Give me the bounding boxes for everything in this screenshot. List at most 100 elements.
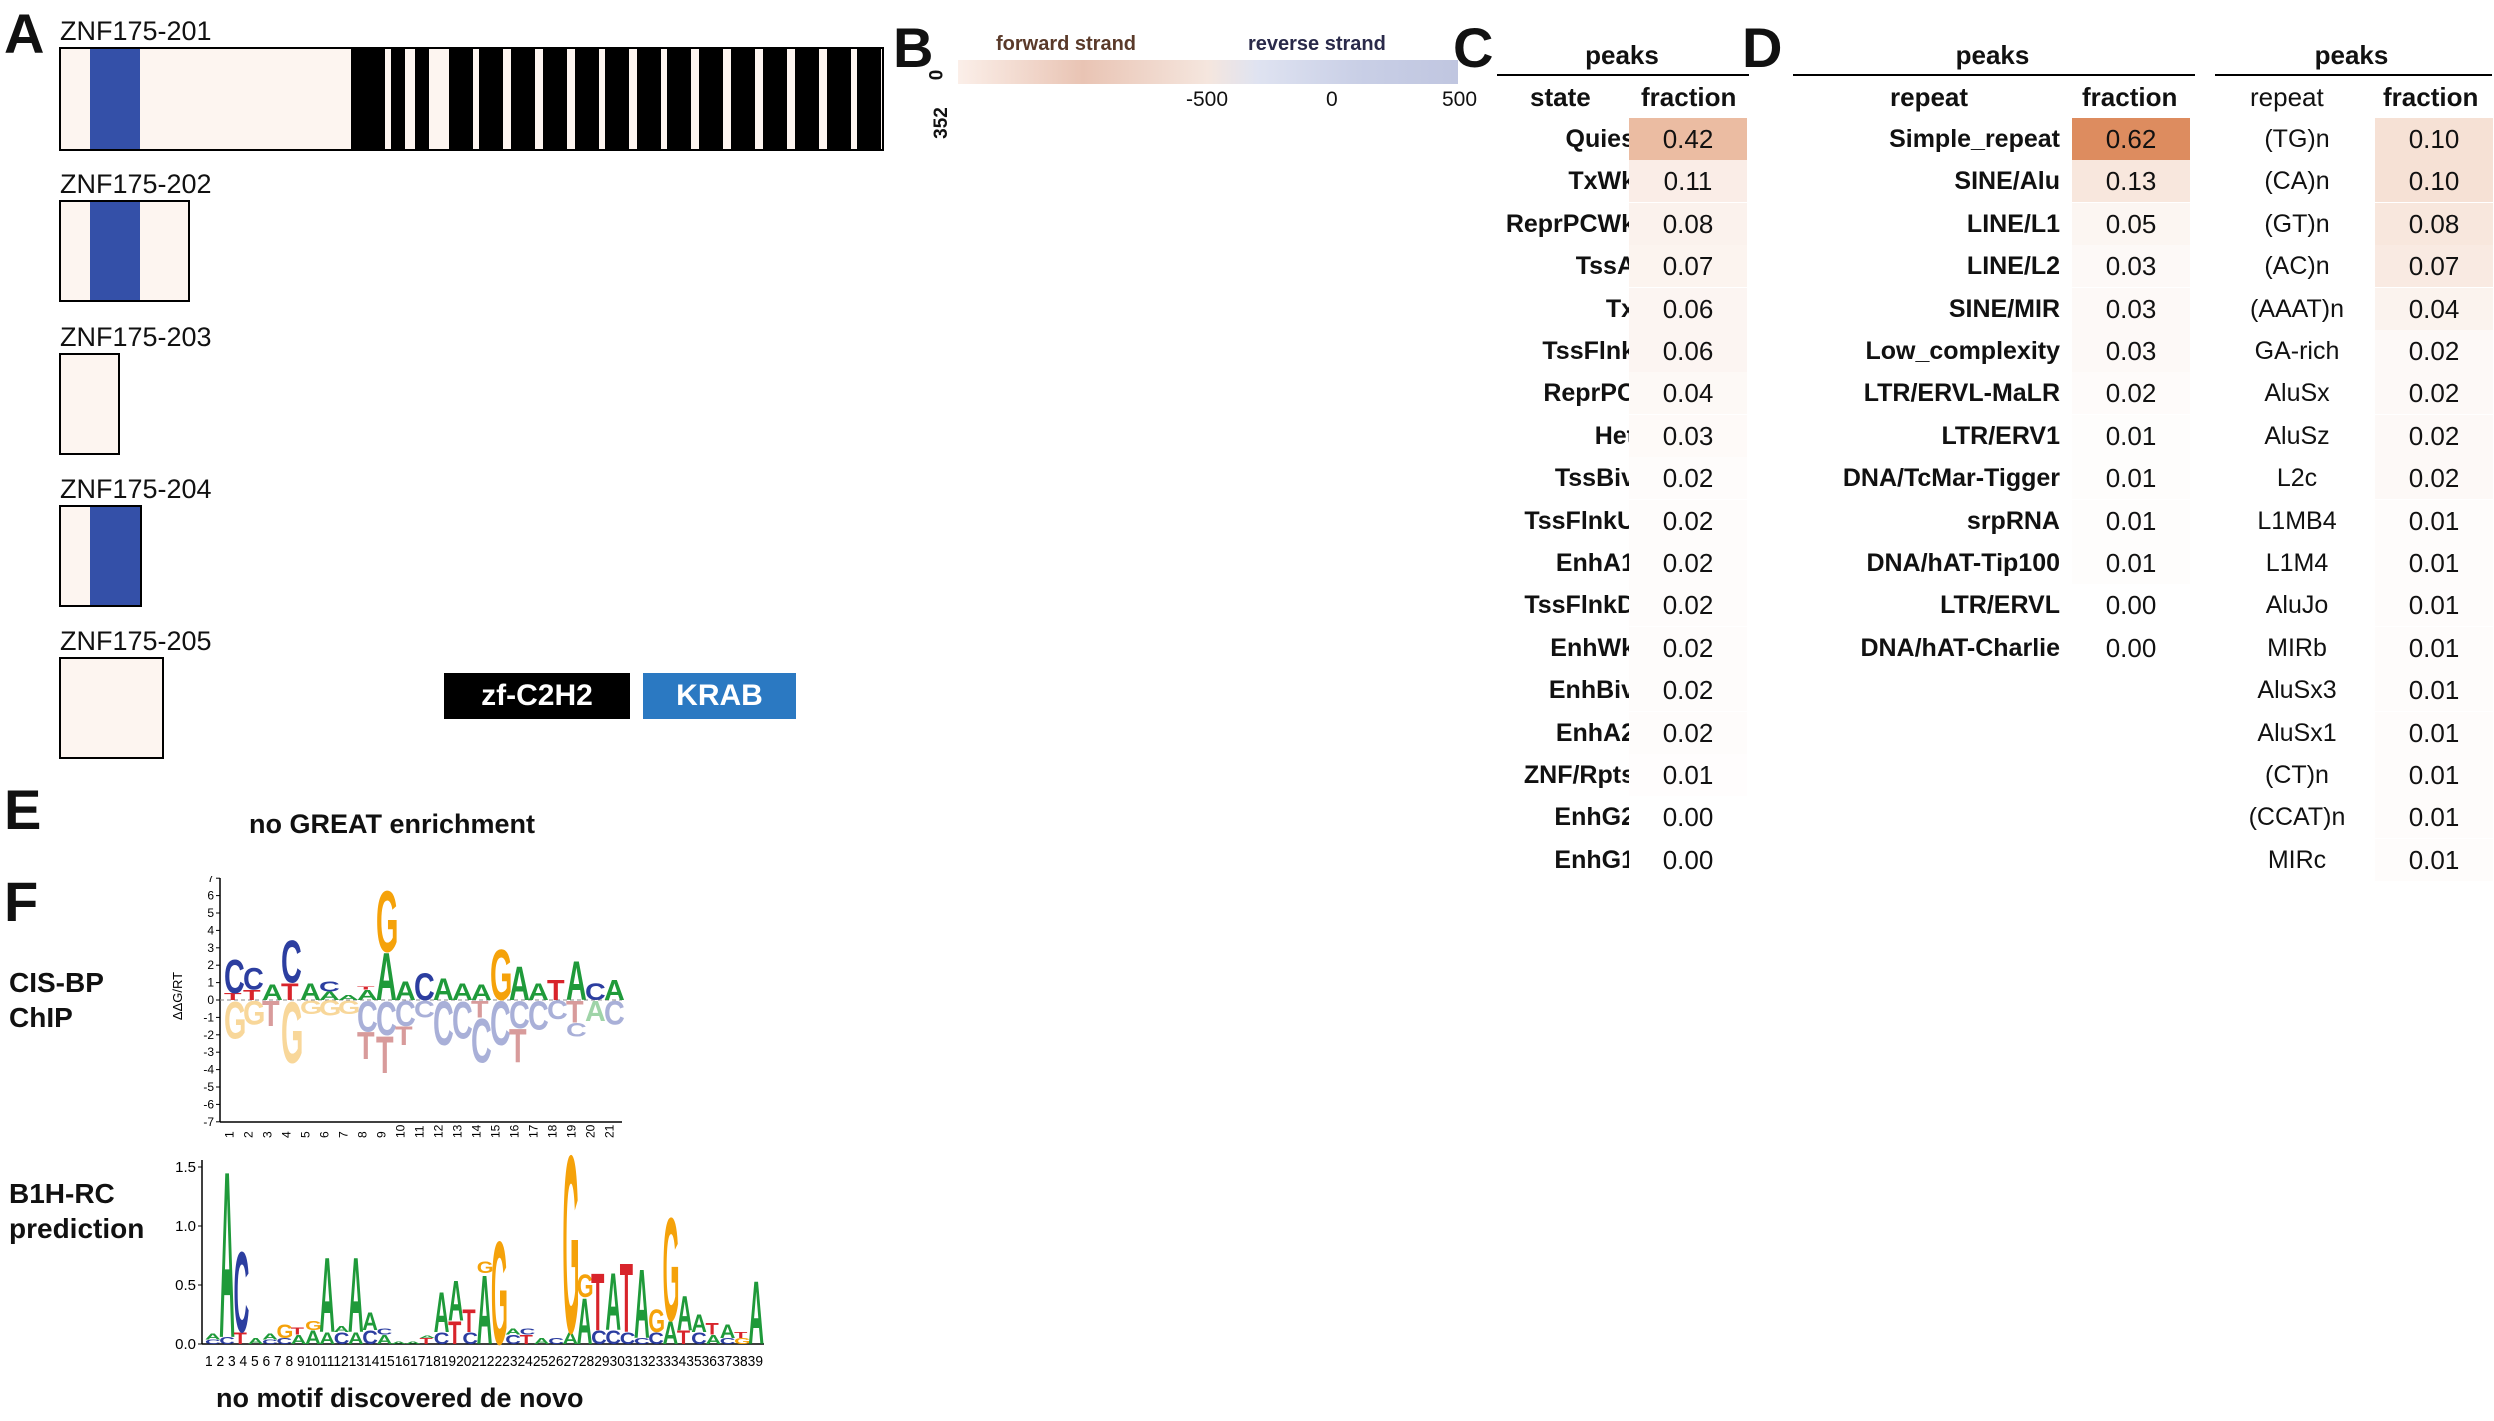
table-row-value: 0.08 [1629, 202, 1747, 245]
logo-letter-G: G [648, 1303, 665, 1340]
x1-tick: 16 [508, 1124, 522, 1138]
isoform-bar-203 [59, 353, 120, 455]
y1-tick: -3 [203, 1045, 214, 1059]
isoform-label-201: ZNF175-201 [60, 16, 212, 46]
y1-tick: -5 [203, 1080, 214, 1094]
table-row-label: LTR/ERVL [1940, 591, 2060, 620]
table-row-value: 0.01 [2072, 499, 2190, 542]
logo-letter-C: C [414, 966, 435, 1009]
logo-letter-G: G [243, 994, 265, 1032]
logo-letter-T: T [224, 991, 242, 1002]
logo-letter-G: G [305, 1318, 322, 1333]
zinc-finger-domain [637, 49, 661, 149]
isoform-label-205: ZNF175-205 [60, 626, 212, 656]
panel-d1-rule [1793, 74, 2195, 76]
logo-letter-A: A [291, 1332, 307, 1347]
logo-letter-A: A [376, 940, 397, 1015]
table-row-value: 0.01 [2375, 669, 2493, 712]
logo-letter-T: T [547, 975, 565, 1007]
logo-letter-A: A [634, 1251, 650, 1360]
logo-letter-A: A [362, 1308, 378, 1336]
logo-letter-C: C [634, 1337, 650, 1346]
logo-letter-A: A [262, 1332, 278, 1341]
logo-letter-C: C [471, 1007, 492, 1076]
table-row-value: 0.02 [2375, 372, 2493, 415]
logo-letter-C: C [395, 993, 416, 1034]
logo-letter-A: A [566, 951, 587, 1013]
table-row-label: AluSx3 [2257, 676, 2337, 705]
x1-tick: 6 [318, 1131, 332, 1138]
table-row-label: EnhG1 [1554, 845, 1635, 874]
logo-letter-C: C [452, 991, 473, 1051]
zinc-finger-domain [699, 49, 723, 149]
table-row-value: 0.03 [1629, 414, 1747, 457]
logo-letter-C: C [205, 1339, 221, 1346]
x1-tick: 10 [394, 1124, 408, 1138]
table-row-value: 0.13 [2072, 160, 2190, 203]
zinc-finger-domain [731, 49, 755, 149]
logo-letter-G: G [477, 1260, 494, 1278]
panel-d1-col2: fraction [2082, 82, 2178, 112]
table-row-label: (AC)n [2264, 252, 2330, 281]
x1-tick: 19 [565, 1124, 579, 1138]
table-row-value: 0.02 [1629, 626, 1747, 669]
table-row-value: 0.00 [2072, 626, 2190, 669]
logo-letter-G: G [319, 997, 341, 1021]
table-row-value: 0.03 [2072, 245, 2190, 288]
logo-letter-C: C [219, 1335, 235, 1346]
panel-e-text: no GREAT enrichment [249, 809, 536, 839]
logo-letter-G: G [490, 934, 512, 1015]
x-tick-0: 0 [1326, 88, 1338, 111]
table-row-label: EnhA1 [1555, 549, 1635, 577]
x1-tick: 15 [489, 1124, 503, 1138]
krab-domain [90, 49, 140, 149]
isoform-bar-202 [59, 200, 190, 302]
cisbp-chip-label: CIS-BP ChIP [9, 967, 104, 1033]
logo-letter-C: C [620, 1330, 636, 1348]
logo-letter-A: A [348, 1237, 364, 1356]
logo-letter-T: T [462, 1303, 475, 1340]
panel-d1-col1: repeat [1890, 82, 1969, 112]
table-row-label: Quies [1565, 125, 1635, 153]
x-tick-500: 500 [1442, 88, 1478, 111]
y1-axis-label: ΔΔG/RT [170, 972, 185, 1020]
table-row-value: 0.03 [2072, 330, 2190, 372]
logo-letter-A: A [505, 1328, 521, 1337]
table-row-label: DNA/hAT-Charlie [1860, 633, 2060, 662]
table-row-value: 0.01 [2375, 754, 2493, 796]
x-tick-minus500: -500 [1186, 88, 1229, 111]
logo-letter-T: T [291, 1326, 305, 1337]
table-row-label: TssFlnk [1542, 337, 1635, 365]
table-row-value: 0.02 [2072, 372, 2190, 415]
panel-c-rule [1497, 74, 1749, 76]
table-row-value: 0.02 [1629, 542, 1747, 584]
logo-letter-C: C [505, 1332, 521, 1347]
zinc-finger-domain [391, 49, 405, 149]
zinc-finger-domain [511, 49, 535, 149]
logo-letter-T: T [243, 987, 261, 1004]
panel-d-letter: D [1742, 16, 1783, 79]
table-row-value: 0.02 [2375, 330, 2493, 372]
table-row-value: 0.06 [1629, 330, 1747, 372]
logo-letter-C: C [243, 962, 264, 996]
logo-letter-C: C [490, 990, 511, 1059]
logo-letter-T: T [471, 996, 489, 1023]
x1-tick: 9 [375, 1131, 389, 1138]
logo-letter-T: T [677, 1327, 691, 1349]
x1-tick: 13 [451, 1124, 465, 1138]
table-row-value: 0.02 [1629, 499, 1747, 542]
logo-letter-T: T [357, 985, 375, 990]
logo-letter-T: T [620, 1245, 633, 1354]
logo-letter-A: A [305, 1327, 321, 1349]
table-row-value: 0.02 [1629, 711, 1747, 754]
logo-letter-A: A [585, 996, 606, 1028]
table-row-label: LTR/ERV1 [1941, 421, 2060, 450]
isoform-label-202: ZNF175-202 [60, 169, 212, 199]
logo-letter-C: C [548, 1337, 564, 1346]
logo-letter-C: C [434, 1330, 450, 1348]
logo-letter-C: C [691, 1330, 707, 1348]
y1-tick: 1 [207, 976, 214, 990]
logo-letter-C: C [520, 1328, 536, 1337]
table-row-label: LINE/L2 [1966, 252, 2060, 281]
logo-letter-C: C [605, 1327, 621, 1349]
